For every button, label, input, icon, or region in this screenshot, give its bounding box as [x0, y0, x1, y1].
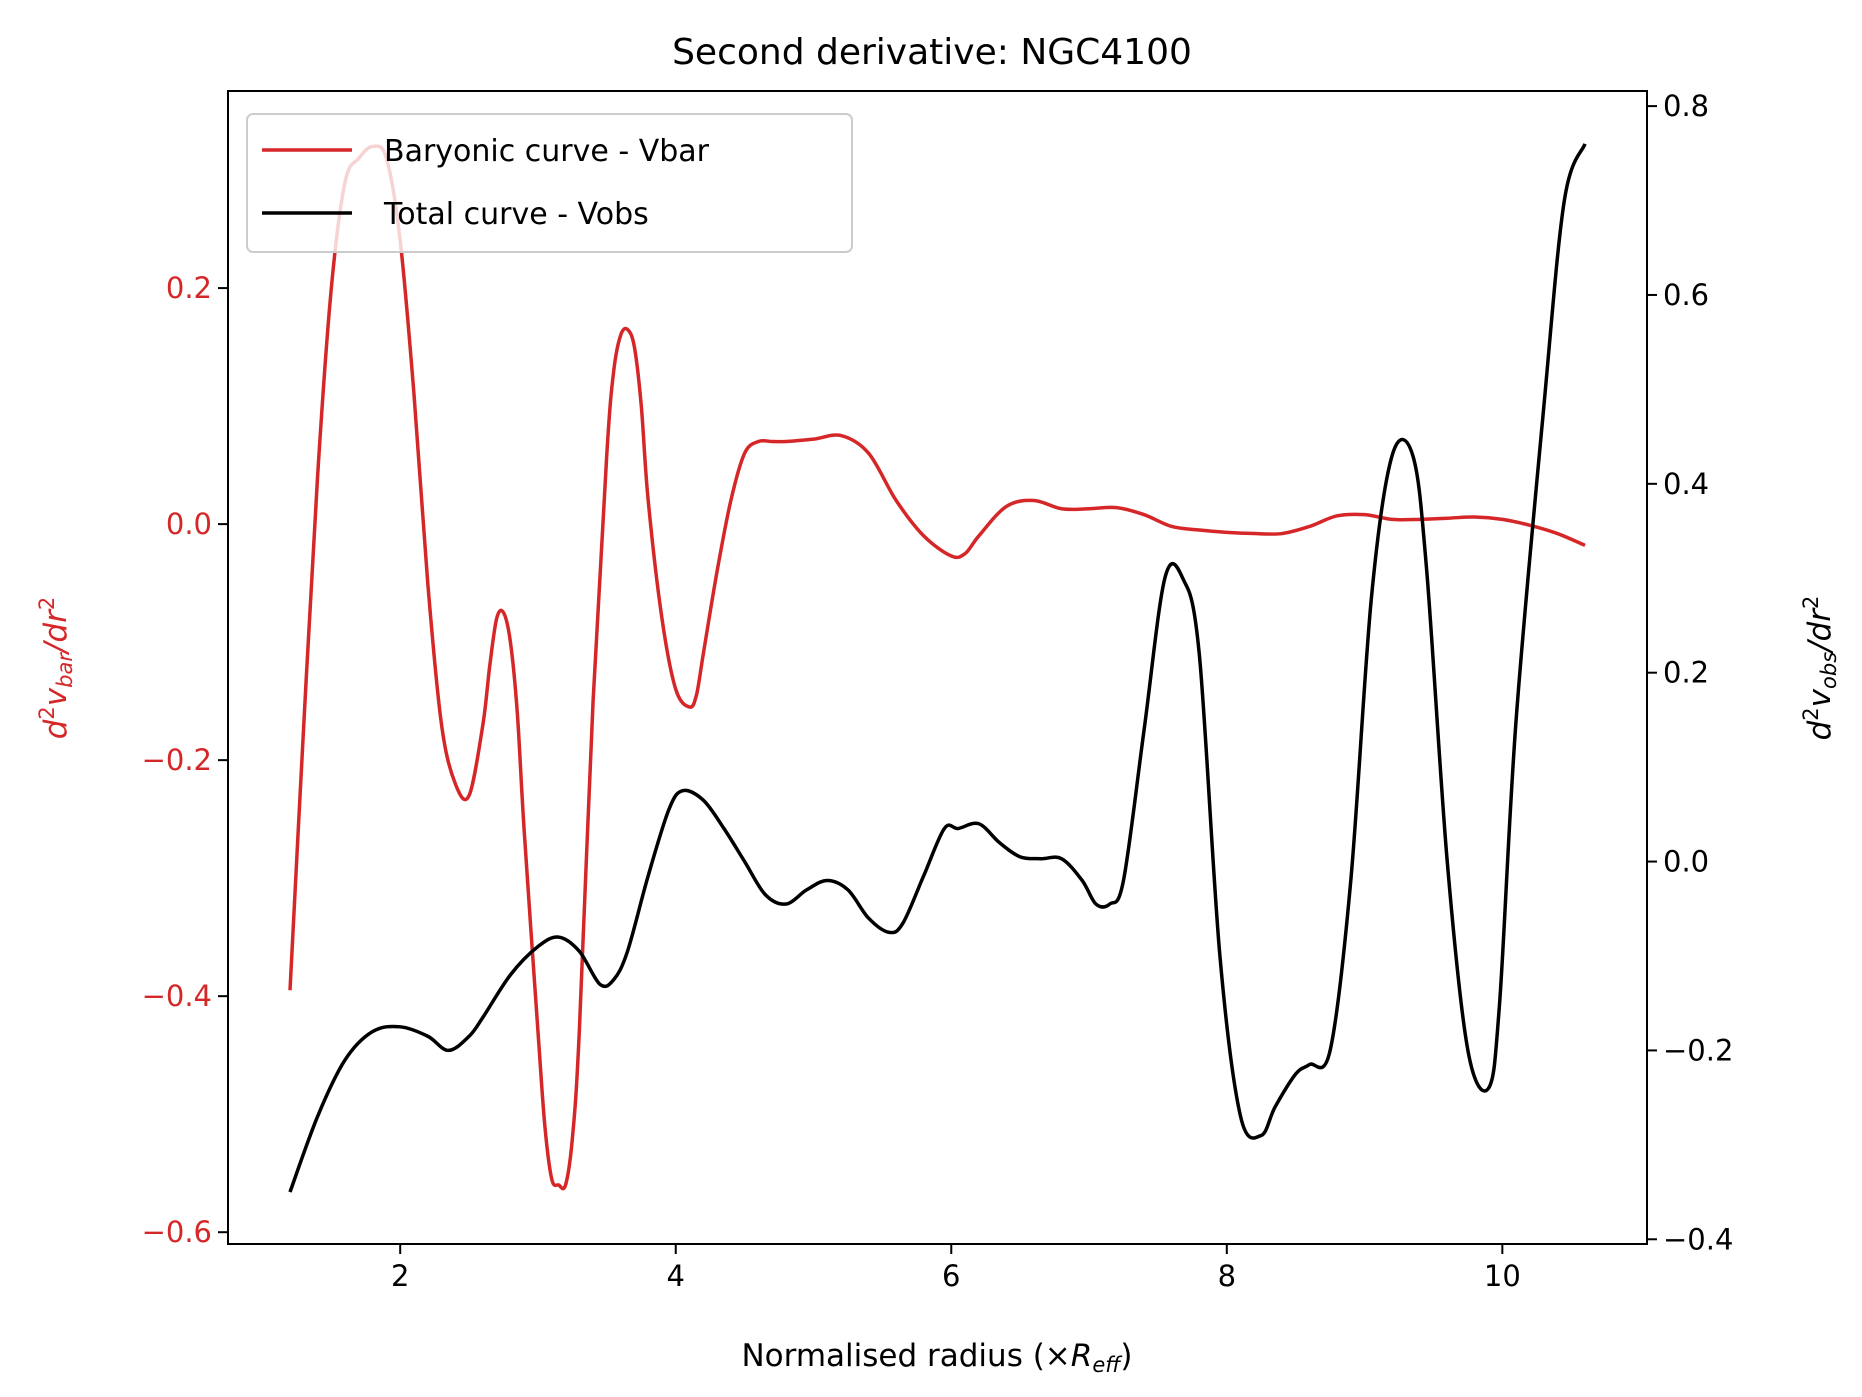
series-line-vobs: [288, 143, 1587, 1193]
legend-box: [246, 113, 853, 253]
y-right-tick-label: 0.2: [1663, 656, 1709, 690]
legend: Baryonic curve - Vbar Total curve - Vobs: [246, 113, 853, 253]
legend-label-bar: Baryonic curve - Vbar: [384, 134, 710, 169]
x-tick-label: 4: [667, 1259, 685, 1293]
y-right-tick-label: −0.2: [1663, 1033, 1733, 1067]
y-right-axis-label: d2vobs/dr2: [1799, 596, 1841, 741]
y-left-tick-label: −0.4: [142, 979, 212, 1013]
x-axis-label: Normalised radius (×Reff): [741, 1338, 1132, 1377]
y-left-tick-label: −0.2: [142, 743, 212, 777]
legend-label-obs: Total curve - Vobs: [383, 197, 649, 232]
chart-title: Second derivative: NGC4100: [672, 32, 1192, 73]
plot-frame: [227, 90, 1648, 1245]
y-right-tick-label: 0.4: [1663, 467, 1709, 501]
y-right-tick-label: −0.4: [1663, 1222, 1733, 1256]
y-right-tick-label: 0.6: [1663, 278, 1709, 312]
series-layer: [288, 143, 1587, 1193]
y-right-tick-label: 0.8: [1663, 89, 1709, 123]
y-left-tick-label: 0.0: [166, 507, 212, 541]
y-left-tick-label: −0.6: [142, 1215, 212, 1249]
series-line-vbar: [288, 144, 1586, 1191]
x-tick-label: 2: [391, 1259, 409, 1293]
ticks-layer: 2 4 6 8 10 0.2 0.0 −0.2 −0.4 −0.6 0.8 0.6 0.4 0.2 0.0 −…: [142, 89, 1734, 1293]
y-left-tick-label: 0.2: [166, 271, 212, 305]
x-tick-label: 6: [942, 1259, 960, 1293]
x-tick-label: 10: [1484, 1259, 1521, 1293]
y-right-tick-label: 0.0: [1663, 845, 1709, 879]
y-left-axis-label: d2vbar/dr2: [35, 597, 77, 740]
x-tick-label: 8: [1218, 1259, 1236, 1293]
